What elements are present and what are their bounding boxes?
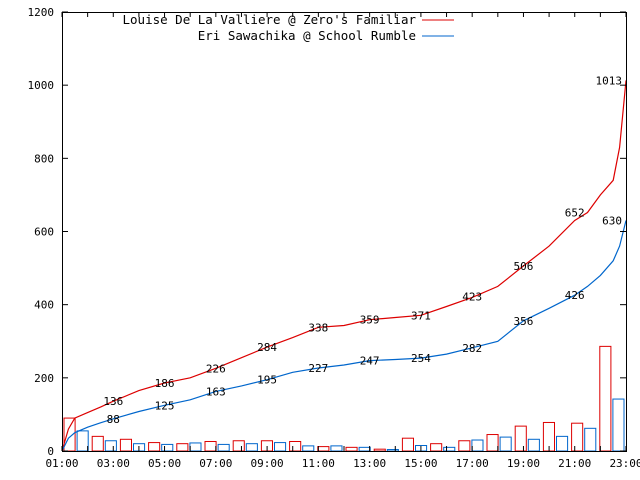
hourly-bar: [528, 439, 539, 451]
data-label: 282: [462, 342, 482, 355]
x-tick-label: 01:00: [45, 457, 78, 470]
hourly-bar: [246, 444, 257, 451]
hourly-bar: [290, 441, 301, 451]
hourly-bar: [92, 436, 103, 451]
series-lines: [62, 80, 626, 451]
data-label: 227: [308, 362, 328, 375]
hourly-bar: [218, 444, 229, 451]
hourly-bar: [359, 447, 370, 451]
hourly-bar: [515, 426, 526, 451]
series-line: [62, 221, 626, 452]
x-tick-label: 21:00: [558, 457, 591, 470]
hourly-bar: [331, 446, 342, 451]
hourly-bar: [557, 436, 568, 451]
x-tick-label: 07:00: [199, 457, 232, 470]
data-label: 359: [360, 314, 380, 327]
x-tick-label: 23:00: [609, 457, 640, 470]
hourly-bar: [177, 444, 188, 451]
data-label: 163: [206, 385, 226, 398]
x-tick-label: 17:00: [456, 457, 489, 470]
hourly-bar: [149, 443, 160, 451]
hourly-bar: [120, 439, 131, 451]
y-tick-label: 1200: [28, 6, 55, 19]
hourly-bar: [190, 443, 201, 451]
data-label: 254: [411, 352, 431, 365]
y-tick-label: 200: [34, 372, 54, 385]
x-tick-label: 15:00: [404, 457, 437, 470]
hourly-bar: [444, 447, 455, 451]
hourly-bar: [77, 431, 88, 451]
data-label: 652: [565, 206, 585, 219]
hourly-bar: [431, 444, 442, 451]
hourly-bar: [459, 441, 470, 451]
data-label: 426: [565, 289, 585, 302]
data-label: 125: [155, 399, 175, 412]
hourly-bar: [275, 443, 286, 451]
hourly-bar: [472, 440, 483, 451]
data-label: 226: [206, 362, 226, 375]
plot-frame: [63, 13, 627, 452]
x-axis: 01:00 03:00 05:00 07:00 09:00 11:00 13:00 15:00…: [45, 12, 640, 470]
y-tick-label: 800: [34, 152, 54, 165]
data-label: 284: [257, 341, 277, 354]
x-tick-label: 11:00: [302, 457, 335, 470]
y-tick-label: 400: [34, 299, 54, 312]
hourly-bar: [346, 447, 357, 451]
data-label: 1013: [596, 74, 623, 87]
hourly-bar: [318, 447, 329, 451]
data-label: 186: [155, 377, 175, 390]
hourly-bar: [205, 441, 216, 451]
data-label: 506: [514, 260, 534, 273]
data-label: 136: [103, 395, 123, 408]
legend: Louise De La Valliere @ Zero's Familiar …: [123, 12, 455, 43]
hourly-bar: [572, 423, 583, 451]
data-label: 195: [257, 374, 277, 387]
hourly-bar: [233, 441, 244, 451]
series-line: [62, 80, 626, 451]
y-tick-label: 600: [34, 226, 54, 239]
hourly-bar: [500, 437, 511, 451]
legend-label-louise: Louise De La Valliere @ Zero's Familiar: [123, 12, 417, 27]
x-tick-label: 13:00: [353, 457, 386, 470]
legend-label-eri: Eri Sawachika @ School Rumble: [198, 28, 416, 43]
data-label: 356: [514, 315, 534, 328]
hourly-bars: [64, 346, 624, 451]
hourly-bar: [374, 449, 385, 451]
hourly-bar: [487, 435, 498, 451]
data-label: 88: [107, 413, 120, 426]
hourly-bar: [162, 444, 173, 451]
x-tick-label: 05:00: [148, 457, 181, 470]
hourly-bar: [303, 446, 314, 451]
data-label: 247: [360, 355, 380, 368]
data-label: 630: [602, 215, 622, 228]
x-tick-label: 19:00: [507, 457, 540, 470]
data-label: 423: [462, 290, 482, 303]
hourly-bar: [585, 428, 596, 451]
x-tick-label: 09:00: [251, 457, 284, 470]
hourly-bar: [402, 438, 413, 451]
hourly-bar: [613, 399, 624, 451]
hourly-bar: [387, 450, 398, 451]
x-tick-label: 03:00: [97, 457, 130, 470]
data-label: 371: [411, 309, 431, 322]
hourly-bar: [105, 441, 116, 451]
data-label: 338: [308, 321, 328, 334]
y-tick-label: 1000: [28, 79, 55, 92]
hourly-bar: [600, 346, 611, 451]
